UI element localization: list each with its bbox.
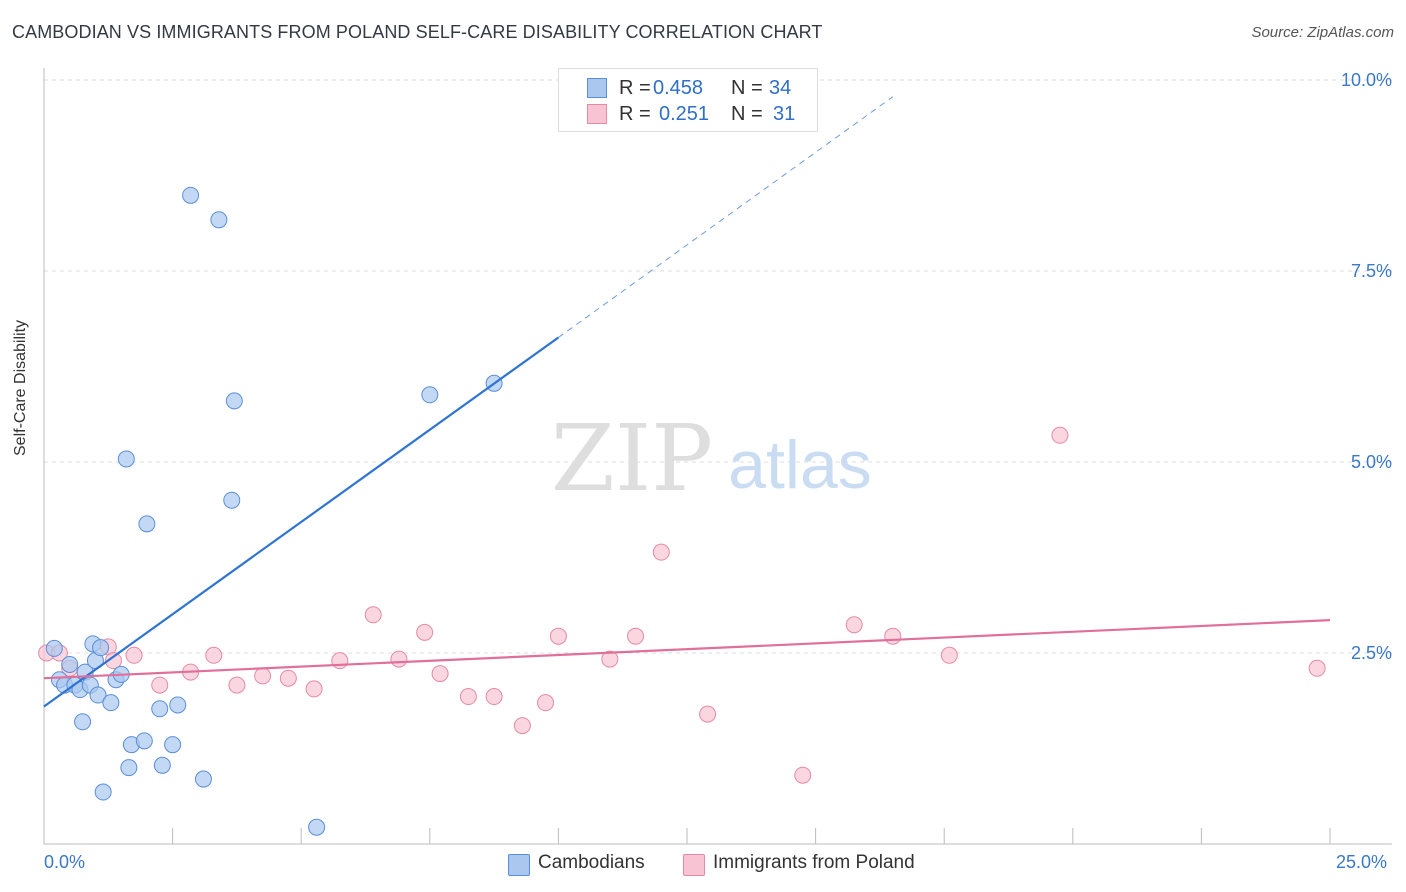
legend-swatch-poland <box>587 104 607 124</box>
data-point <box>194 770 212 788</box>
data-point <box>549 627 567 645</box>
data-point <box>459 688 477 706</box>
data-point <box>431 665 449 683</box>
data-point <box>1051 426 1069 444</box>
gridlines <box>44 79 1392 654</box>
y-tick-label: 10.0% <box>1341 70 1392 90</box>
data-point <box>845 616 863 634</box>
data-point <box>331 652 349 670</box>
stats-legend: R = 0.458 N = 34 R = 0.251 N = 31 <box>558 68 818 132</box>
axes <box>43 68 1392 845</box>
data-point <box>1308 659 1326 677</box>
y-tick-labels: 2.5% 5.0% 7.5% 10.0% <box>1341 70 1392 663</box>
data-point <box>117 450 135 468</box>
data-point <box>254 667 272 685</box>
data-point <box>940 646 958 664</box>
data-point <box>699 705 717 723</box>
data-point <box>135 732 153 750</box>
trend-line-extension <box>558 96 894 338</box>
data-point <box>61 655 79 673</box>
data-point <box>138 515 156 533</box>
x-tick-label-min: 0.0% <box>44 852 86 872</box>
source-label: Source: ZipAtlas.com <box>1251 24 1394 41</box>
legend-n-value: 34 <box>769 77 792 99</box>
data-point <box>151 700 169 718</box>
data-point <box>308 818 326 836</box>
data-point <box>225 392 243 410</box>
data-point <box>223 491 241 509</box>
chart-title: CAMBODIAN VS IMMIGRANTS FROM POLAND SELF… <box>12 22 823 42</box>
data-point <box>228 676 246 694</box>
data-point <box>210 211 228 229</box>
legend-r-label: R = <box>619 103 651 125</box>
trend-layer <box>43 96 1331 708</box>
data-point <box>279 669 297 687</box>
data-point <box>74 713 92 731</box>
legend-n-value: 31 <box>773 103 796 125</box>
data-point <box>884 627 902 645</box>
data-point <box>513 717 531 735</box>
bottom-legend-label: Cambodians <box>538 852 645 873</box>
data-point <box>601 650 619 668</box>
watermark-atlas: atlas <box>728 427 872 503</box>
bottom-legend-swatch-poland <box>683 854 705 876</box>
legend-n-label: N = <box>731 77 763 99</box>
data-point <box>164 736 182 754</box>
data-point <box>652 543 670 561</box>
data-point <box>89 686 107 704</box>
legend-r-value: 0.251 <box>659 103 710 125</box>
trend-line <box>43 619 1331 680</box>
watermark-zip: ZIP <box>551 405 713 512</box>
data-point <box>153 756 171 774</box>
y-tick-label: 7.5% <box>1351 261 1392 281</box>
data-point <box>537 694 555 712</box>
data-point <box>102 694 120 712</box>
data-point <box>627 627 645 645</box>
data-point <box>390 650 408 668</box>
y-axis-title: Self-Care Disability <box>12 319 29 456</box>
data-point <box>421 386 439 404</box>
bottom-legend-swatch-cambodians <box>508 854 530 876</box>
data-point <box>125 646 143 664</box>
y-tick-label: 5.0% <box>1351 452 1392 472</box>
watermark: ZIP atlas <box>551 405 872 512</box>
trend-line <box>43 336 560 708</box>
data-point <box>364 606 382 624</box>
y-tick-label: 2.5% <box>1351 643 1392 663</box>
data-point <box>794 766 812 784</box>
data-point <box>305 680 323 698</box>
data-point <box>45 639 63 657</box>
data-point <box>416 623 434 641</box>
points-layer <box>38 186 1326 836</box>
data-point <box>94 783 112 801</box>
data-point <box>169 696 187 714</box>
data-point <box>182 186 200 204</box>
legend-r-value: 0.458 <box>653 77 704 99</box>
data-point <box>104 652 122 670</box>
data-point <box>151 676 169 694</box>
data-point <box>92 639 110 657</box>
legend-r-label: R = <box>619 77 651 99</box>
legend-n-label: N = <box>731 103 763 125</box>
bottom-legend-label: Immigrants from Poland <box>713 852 915 873</box>
data-point <box>205 646 223 664</box>
legend-swatch-cambodians <box>587 78 607 98</box>
x-tick-label-max: 25.0% <box>1336 852 1388 872</box>
data-point <box>120 759 138 777</box>
data-point <box>485 688 503 706</box>
